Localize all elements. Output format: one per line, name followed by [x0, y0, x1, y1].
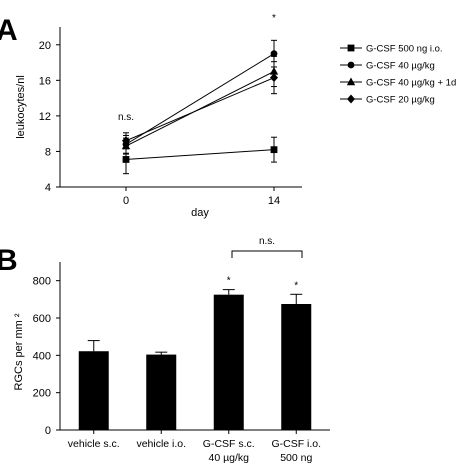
significance-bracket-line	[231, 250, 303, 258]
panel-a-letter: A	[0, 14, 18, 47]
chart-a-y-tick-label: 12	[39, 111, 51, 123]
bar-group: vehicle s.c.	[68, 340, 120, 450]
bar-category-label: vehicle i.o.	[136, 438, 186, 450]
legend-label: G-CSF 20 µg/kg	[366, 95, 435, 106]
bar	[213, 294, 244, 430]
data-point-circle	[270, 50, 278, 58]
series-square	[122, 136, 278, 175]
chart-b-y-tick-label: 200	[33, 388, 51, 400]
chart-a-y-tick-label: 16	[39, 75, 51, 87]
chart-b-y-tick-label: 800	[33, 276, 51, 288]
chart-a-legend: G-CSF 500 ng i.o. G-CSF 40 µg/kg G-CSF 40 …	[340, 44, 456, 106]
chart-a-annotation-day0: n.s.	[118, 112, 134, 123]
rgc-bar-chart: 0 200 400 600 800 RGCs per mm ² vehicle s.c.…	[13, 236, 330, 464]
significance-bracket: n.s.	[231, 236, 303, 258]
chart-a-y-tick-label: 8	[45, 146, 51, 158]
chart-b-y-tick-label: 0	[45, 425, 51, 437]
bar-category-label: G-CSF i.o.	[271, 438, 321, 450]
significance-bracket-label: n.s.	[259, 236, 275, 247]
chart-a-x-tick-label: 14	[268, 195, 280, 207]
bar-group: * G-CSF s.c. 40 µg/kg	[203, 276, 255, 464]
panel-b-letter: B	[0, 244, 18, 277]
bar-category-label: G-CSF s.c.	[203, 438, 255, 450]
legend-marker-diamond	[347, 94, 355, 104]
bar-category-label: vehicle s.c.	[68, 438, 120, 450]
bar-group: * G-CSF i.o. 500 ng	[271, 280, 321, 464]
series-line	[125, 149, 275, 160]
bar-category-label: 40 µg/kg	[209, 452, 250, 464]
data-point-square	[122, 156, 130, 163]
bar-category-label: 500 ng	[280, 452, 312, 464]
chart-a-y-axis-label: leukocytes/nl	[15, 75, 27, 139]
data-point-diamond	[270, 73, 278, 83]
series-diamond	[122, 61, 278, 150]
legend-marker-square	[347, 44, 355, 52]
bar	[281, 304, 312, 430]
legend-label: G-CSF 500 ng i.o.	[366, 44, 443, 55]
data-point-diamond	[122, 136, 130, 146]
chart-b-y-tick-label: 600	[33, 313, 51, 325]
legend-label: G-CSF 40 µg/kg	[366, 61, 435, 72]
bar-significance: *	[227, 276, 231, 287]
bar	[78, 351, 109, 430]
bar	[146, 354, 177, 430]
chart-b-y-axis-label: RGCs per mm ²	[13, 313, 25, 390]
chart-a-y-tick-label: 20	[39, 40, 51, 52]
chart-b-y-tick-label: 400	[33, 350, 51, 362]
chart-a-x-axis-label: day	[191, 207, 209, 219]
data-point-square	[270, 146, 278, 154]
leukocyte-line-chart: 4 8 12 16 20 0 14 leukocytes/nl day n.s. * G-…	[15, 13, 456, 219]
chart-a-y-tick-label: 4	[45, 182, 51, 194]
legend-label: G-CSF 40 µg/kg + 1d	[366, 78, 456, 89]
bar-significance: *	[294, 280, 298, 291]
chart-a-annotation-day14: *	[272, 13, 276, 24]
legend-marker-circle	[347, 61, 355, 69]
series-line	[125, 53, 275, 145]
legend-marker-triangle	[346, 77, 356, 86]
series-line	[125, 77, 275, 142]
bar-group: vehicle i.o.	[136, 351, 186, 450]
series-triangle	[121, 55, 279, 155]
chart-a-x-tick-label: 0	[123, 195, 129, 207]
